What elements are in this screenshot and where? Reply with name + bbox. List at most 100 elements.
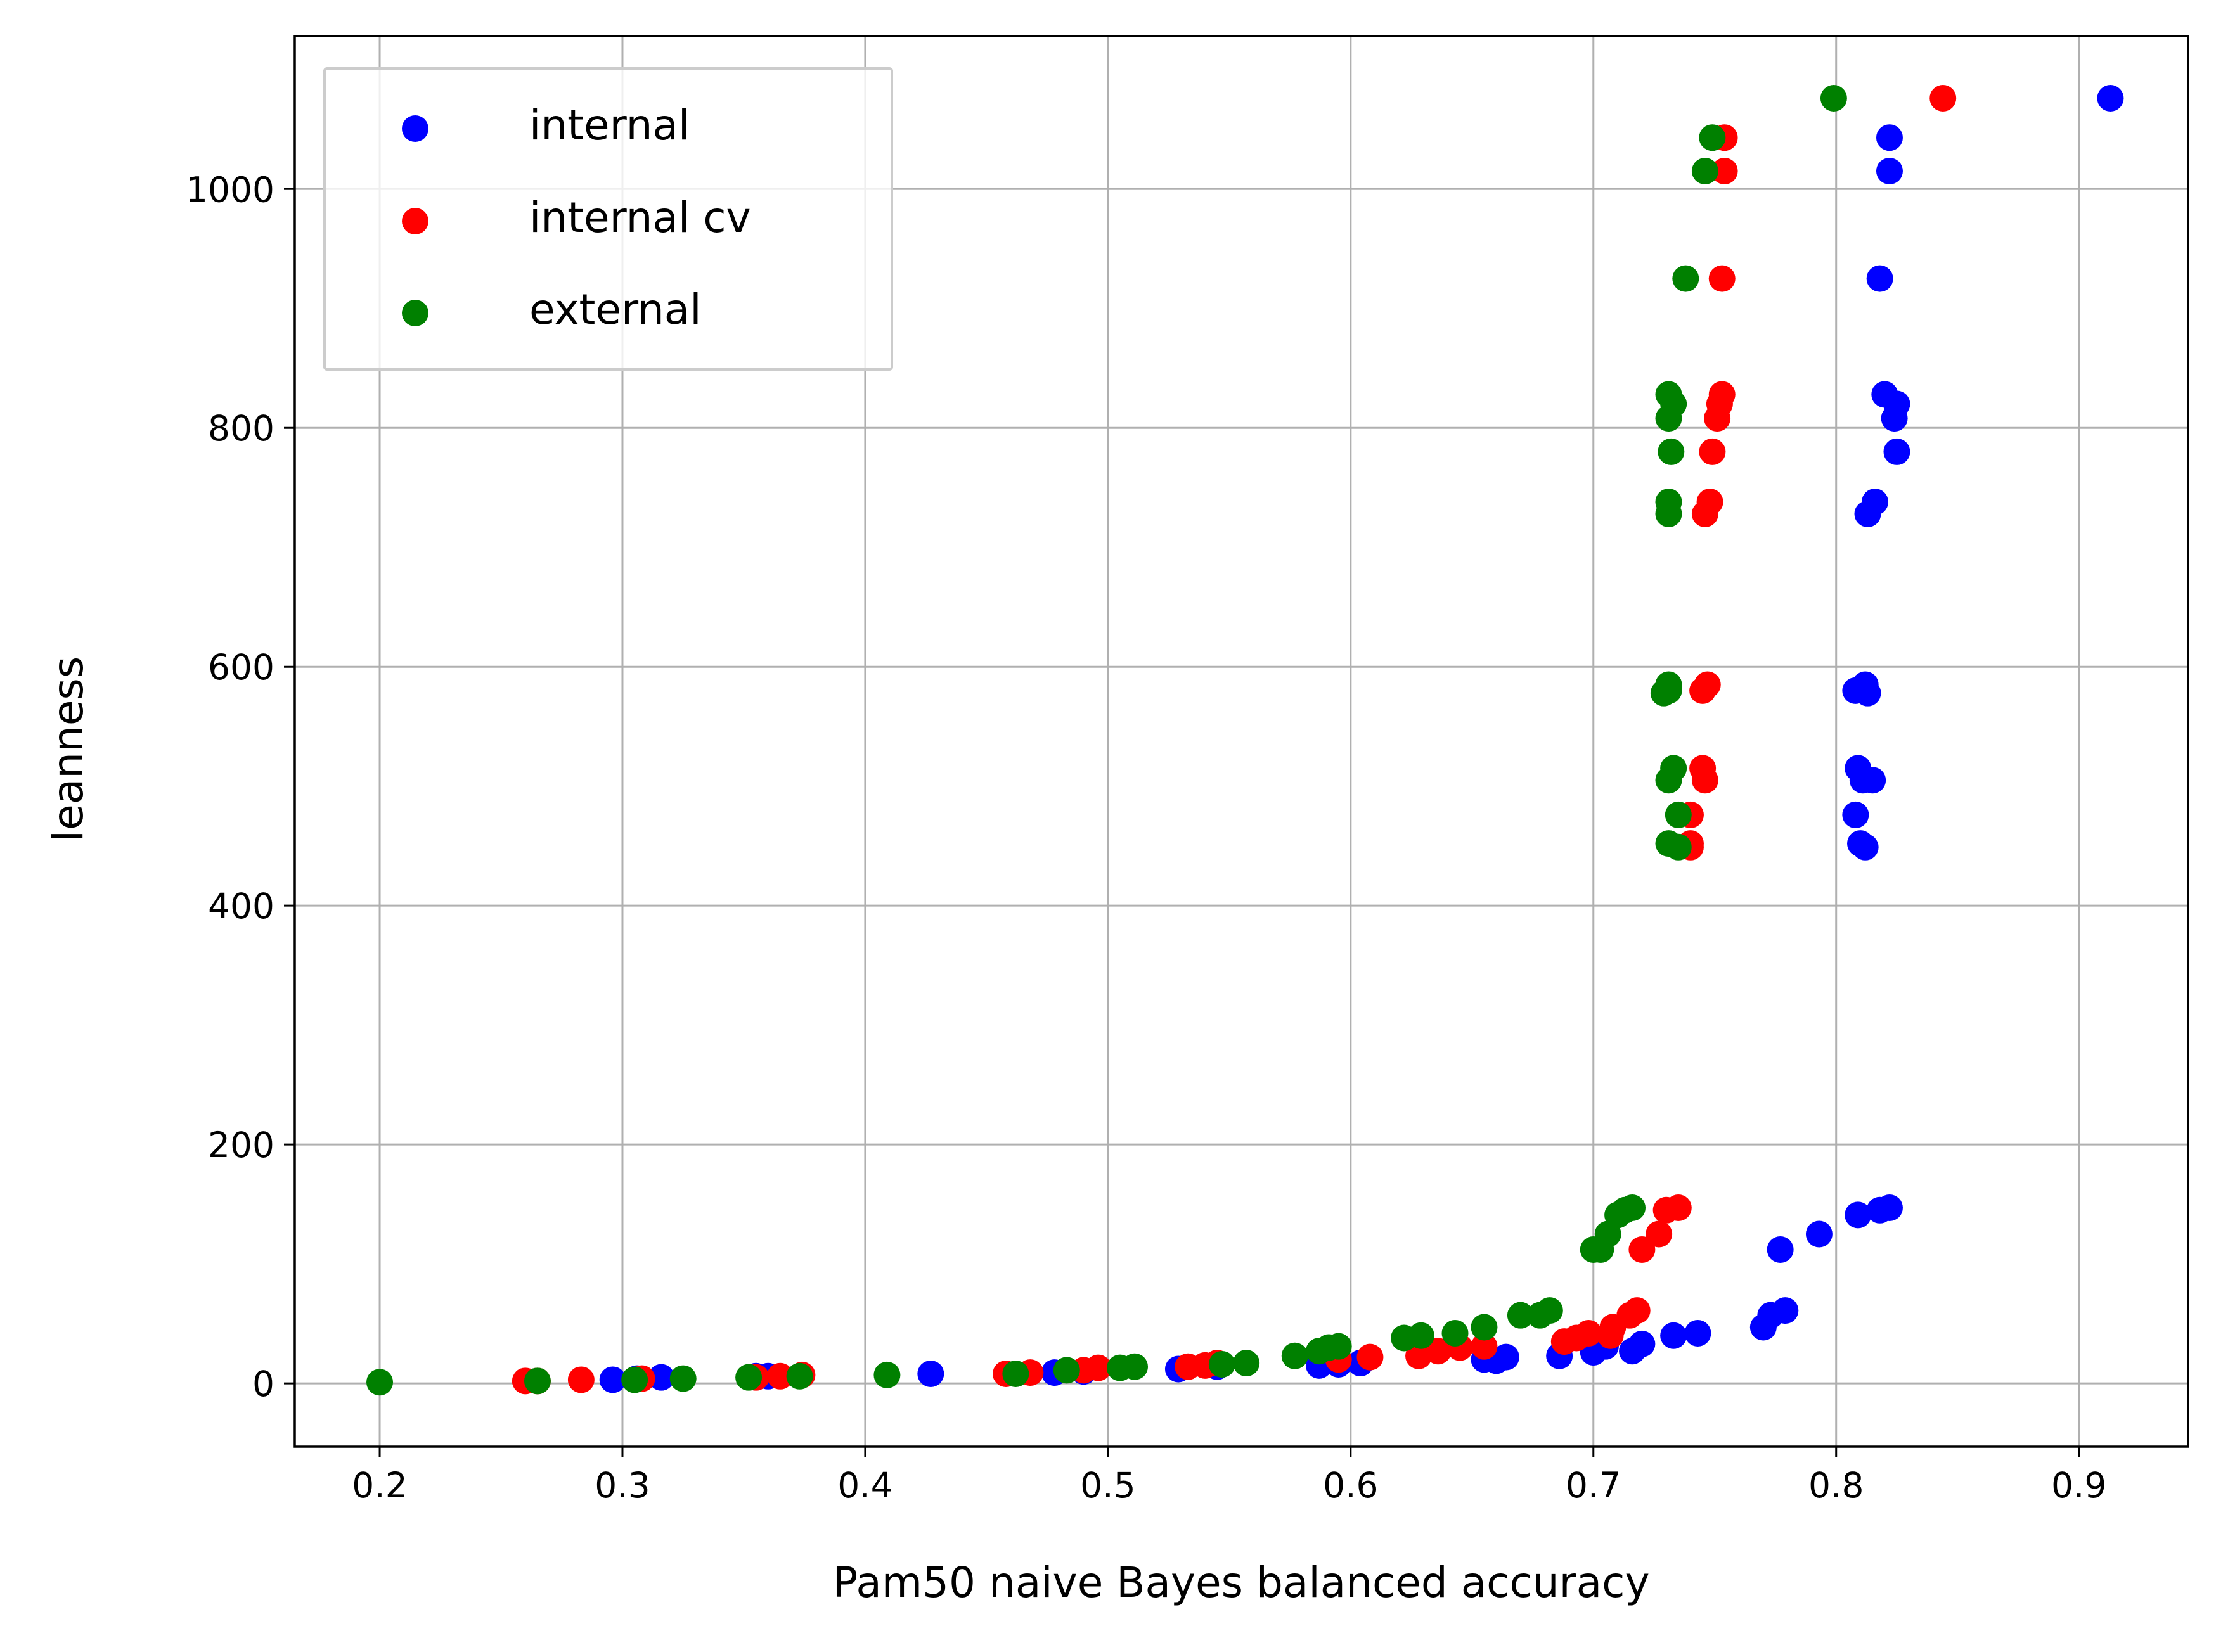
point-internal [1866,1196,1893,1224]
point-external [1471,1314,1498,1341]
y-axis-label: leanness [44,656,93,842]
point-internal [917,1361,944,1388]
series-external [366,85,1847,1396]
legend-entry-internal: internal [402,101,690,150]
point-internal-cv [1708,265,1736,292]
legend-marker-internal-cv [402,208,428,234]
point-external [1665,801,1692,828]
data-points [366,85,2124,1396]
point-internal-cv [1704,405,1731,432]
point-external [1691,157,1718,184]
point-external [1306,1338,1333,1365]
point-external [1053,1357,1080,1384]
point-internal [2097,85,2124,112]
point-external [1665,833,1692,861]
point-external [1655,767,1682,794]
point-internal-cv [1471,1333,1498,1360]
x-tick-label: 0.9 [2051,1465,2106,1506]
legend-entry-external: external [402,285,702,334]
y-tick-label: 1000 [186,169,274,210]
legend-label-internal-cv: internal cv [529,193,751,242]
point-external [1391,1324,1418,1352]
point-internal [1859,767,1886,794]
legend-label-internal: internal [529,101,690,150]
point-internal-cv [1711,157,1738,184]
point-external [524,1367,551,1395]
point-internal-cv [1405,1342,1433,1369]
point-external [1580,1236,1607,1264]
point-external [1658,438,1685,465]
legend-box [323,67,893,371]
x-tick-label: 0.4 [837,1465,892,1506]
point-external [669,1365,697,1392]
point-internal [1876,124,1903,151]
x-tick-label: 0.2 [352,1465,407,1506]
point-external [1233,1350,1260,1377]
point-internal-cv [1699,438,1726,465]
y-tick-label: 200 [208,1125,274,1165]
point-internal [1619,1338,1646,1365]
point-internal-cv [1175,1353,1202,1380]
y-tick-label: 400 [208,886,274,926]
point-internal-cv [1691,500,1718,527]
point-internal [1852,833,1879,861]
y-axis-ticks: 0 200 400 600 800 1000 [186,169,295,1404]
point-internal-cv [766,1362,794,1390]
point-external [735,1364,763,1391]
point-external [1820,85,1847,112]
point-external [1002,1361,1029,1388]
point-external [1672,265,1699,292]
point-internal [1842,801,1869,828]
x-tick-label: 0.5 [1080,1465,1135,1506]
point-internal [1749,1314,1777,1341]
point-internal [1876,157,1903,184]
point-internal-cv [1597,1322,1624,1349]
legend-marker-internal [402,115,428,142]
point-internal-cv [1356,1343,1384,1371]
x-axis-label: Pam50 naive Bayes balanced accuracy [832,1558,1649,1607]
point-internal [1854,679,1881,707]
point-internal [648,1364,675,1391]
x-tick-label: 0.3 [595,1465,650,1506]
point-internal-cv [1929,85,1957,112]
point-external [1655,500,1682,527]
point-external [1208,1350,1235,1378]
x-tick-label: 0.6 [1323,1465,1378,1506]
y-tick-label: 800 [208,408,274,449]
point-internal [1854,500,1881,527]
point-external [366,1369,394,1396]
point-external [1507,1302,1534,1329]
x-tick-label: 0.7 [1566,1465,1621,1506]
point-external [873,1361,901,1388]
point-internal [599,1366,626,1393]
legend-marker-external [402,300,428,326]
point-external [786,1362,813,1390]
point-internal-cv [567,1366,595,1393]
point-internal-cv [1646,1220,1673,1248]
point-external [1281,1342,1308,1369]
legend-entry-internal-cv: internal cv [402,193,751,242]
point-internal-cv [1691,767,1718,794]
point-internal-cv [1550,1328,1578,1355]
x-axis-ticks: 0.2 0.3 0.4 0.5 0.6 0.7 0.8 0.9 [352,1447,2106,1506]
point-external [1441,1319,1469,1347]
x-tick-label: 0.8 [1808,1465,1864,1506]
point-internal [1881,405,1908,432]
point-internal [1883,438,1910,465]
point-internal-cv [1628,1236,1656,1264]
point-internal-cv [1652,1196,1680,1224]
legend-label-external: external [529,285,702,334]
point-internal [1684,1319,1711,1347]
point-internal [1805,1220,1833,1248]
point-internal-cv [1689,677,1717,704]
point-external [1107,1354,1134,1381]
y-tick-label: 600 [208,647,274,688]
point-internal [1845,1201,1872,1229]
legend: internal internal cv external [323,67,893,371]
point-internal [1866,265,1893,292]
point-external [1655,405,1682,432]
point-external [621,1366,648,1393]
plot-frame [293,35,2189,1448]
point-external [1650,679,1677,707]
